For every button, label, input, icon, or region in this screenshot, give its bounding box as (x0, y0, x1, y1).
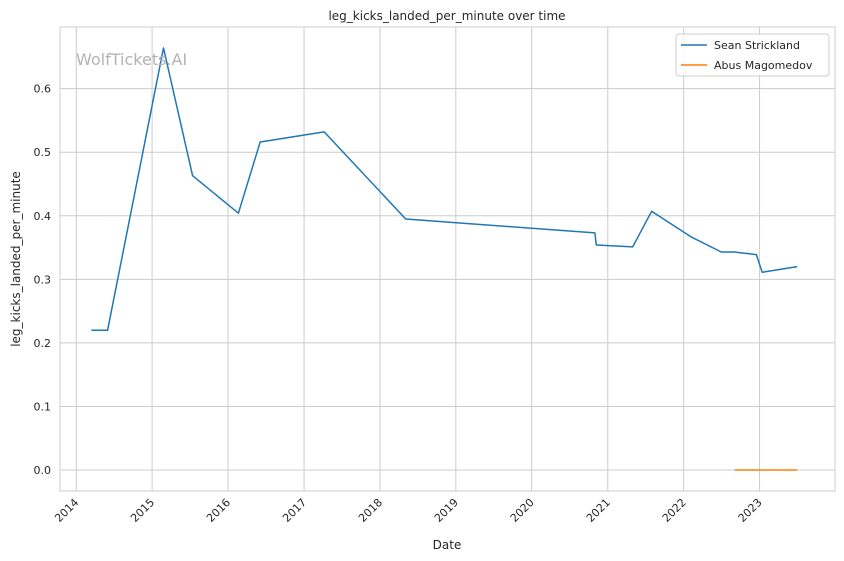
y-tick-label: 0.3 (34, 273, 52, 286)
x-tick-label: 2021 (584, 496, 613, 525)
legend-box (675, 33, 830, 77)
y-tick-label: 0.0 (34, 464, 52, 477)
x-tick-label: 2015 (128, 496, 157, 525)
chart-title: leg_kicks_landed_per_minute over time (328, 9, 565, 23)
x-tick-label: 2023 (736, 496, 765, 525)
x-tick-label: 2016 (204, 496, 233, 525)
y-tick-label: 0.5 (34, 146, 52, 159)
legend-label: Sean Strickland (714, 39, 800, 52)
series-line-0 (91, 47, 798, 331)
watermark: WolfTickets.AI (76, 50, 187, 69)
y-tick-label: 0.2 (34, 337, 52, 350)
x-tick-label: 2018 (356, 496, 385, 525)
y-tick-label: 0.4 (34, 210, 52, 223)
plot-frame (59, 26, 836, 492)
x-tick-label: 2020 (508, 496, 537, 525)
grid-lines (60, 27, 835, 491)
x-tick-label: 2022 (660, 496, 689, 525)
y-tick-label: 0.1 (34, 400, 52, 413)
x-axis-label: Date (433, 538, 462, 552)
x-tick-label: 2017 (280, 496, 309, 525)
plot-area (60, 27, 835, 491)
y-axis-label: leg_kicks_landed_per_minute (9, 171, 23, 347)
y-tick-label: 0.6 (34, 83, 52, 96)
legend: Sean Strickland Abus Magomedov (675, 33, 830, 77)
x-tick-label: 2019 (432, 496, 461, 525)
legend-label: Abus Magomedov (714, 59, 813, 72)
x-tick-label: 2014 (52, 496, 81, 525)
series-layer (91, 47, 798, 471)
